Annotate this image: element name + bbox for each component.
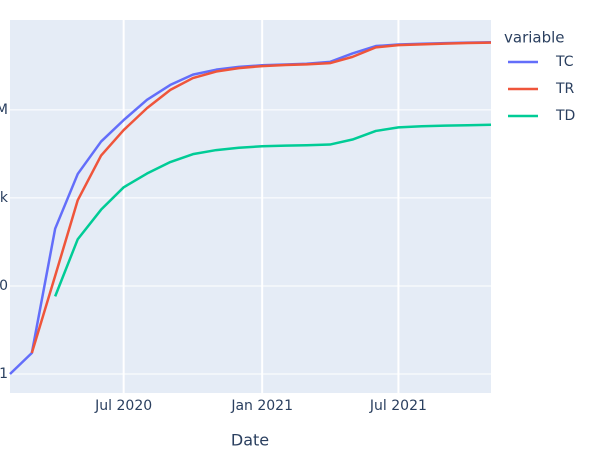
y-tick-label: 1M — [0, 102, 8, 118]
y-tick-label: 10k — [0, 190, 9, 206]
line — [30, 41, 492, 354]
x-axis-title: Date — [231, 431, 269, 450]
legend-label: TR — [555, 81, 575, 97]
legend-label: TD — [555, 108, 575, 124]
x-tick-label: Jul 2021 — [369, 398, 427, 414]
line — [53, 123, 492, 297]
legend-label: TC — [555, 54, 574, 70]
plot-area — [10, 20, 491, 393]
legend-title: variable — [504, 29, 565, 47]
x-tick-label: Jan 2021 — [230, 398, 293, 414]
y-tick-label: 100 — [0, 278, 8, 294]
y-tick-label: 1 — [0, 366, 8, 382]
x-tick-label: Jul 2020 — [94, 398, 152, 414]
